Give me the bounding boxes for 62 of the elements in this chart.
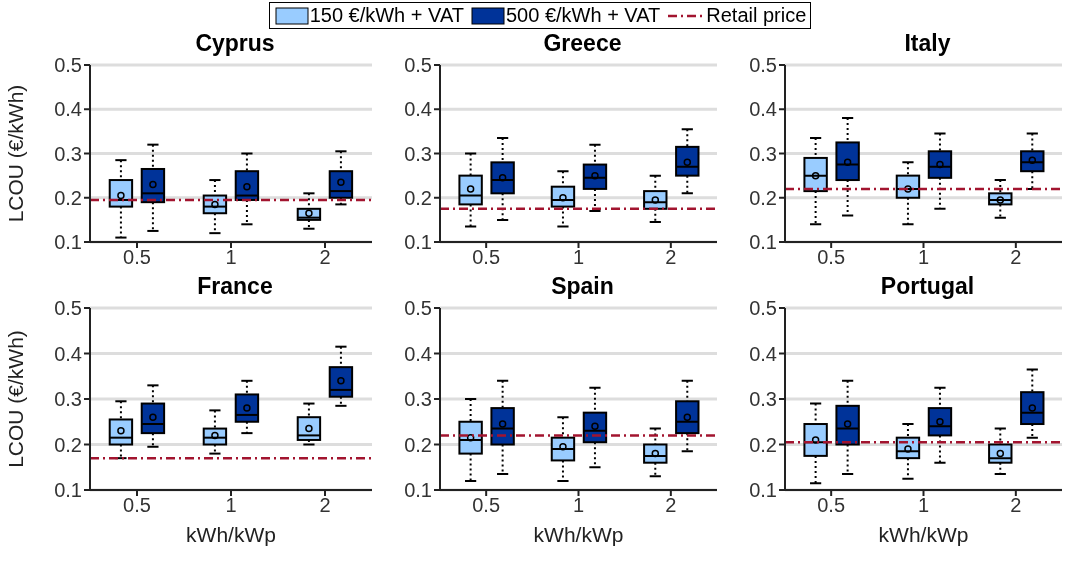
x-tick-label: 2 <box>1010 494 1022 517</box>
x-tick-label: 0.5 <box>472 494 501 517</box>
x-tick-label: 1 <box>225 494 237 517</box>
y-tick-label: 0.5 <box>404 297 432 320</box>
x-axis-title: kWh/kWp <box>878 523 969 546</box>
y-tick-label: 0.1 <box>749 479 777 502</box>
chart-title: Greece <box>543 30 622 56</box>
y-tick-label: 0.2 <box>749 433 777 456</box>
y-tick-label: 0.4 <box>54 342 82 365</box>
y-tick-label: 0.4 <box>749 98 777 121</box>
y-tick-label: 0.2 <box>404 433 432 456</box>
y-tick-label: 0.5 <box>54 297 82 320</box>
x-tick-label: 0.5 <box>123 246 151 269</box>
y-tick-label: 0.3 <box>404 142 432 165</box>
x-tick-label: 0.5 <box>123 494 151 517</box>
x-tick-label: 2 <box>319 246 331 269</box>
x-tick-label: 0.5 <box>472 246 501 269</box>
y-tick-label: 0.1 <box>54 231 82 254</box>
x-axis-title: kWh/kWp <box>533 523 624 546</box>
y-tick-label: 0.4 <box>404 342 432 365</box>
y-tick-label: 0.3 <box>749 142 777 165</box>
legend-label: Retail price <box>706 4 807 27</box>
y-tick-label: 0.5 <box>749 297 777 320</box>
chart-title: Spain <box>551 273 614 299</box>
y-tick-label: 0.3 <box>54 142 82 165</box>
x-tick-label: 1 <box>225 246 237 269</box>
x-tick-label: 1 <box>572 246 585 269</box>
y-tick-label: 0.2 <box>54 433 82 456</box>
chart-title: Italy <box>904 30 951 56</box>
y-tick-label: 0.1 <box>54 479 82 502</box>
y-tick-label: 0.1 <box>404 231 432 254</box>
y-tick-label: 0.5 <box>749 54 777 77</box>
y-tick-label: 0.3 <box>54 388 82 411</box>
x-tick-label: 0.5 <box>817 494 846 517</box>
x-tick-label: 2 <box>319 494 331 517</box>
y-tick-label: 0.3 <box>404 388 432 411</box>
y-tick-label: 0.5 <box>404 54 432 77</box>
legend-label: 500 €/kWh + VAT <box>505 4 661 27</box>
x-tick-label: 2 <box>665 494 677 517</box>
y-tick-label: 0.1 <box>749 231 777 254</box>
y-tick-label: 0.2 <box>54 186 82 209</box>
y-tick-label: 0.4 <box>54 98 82 121</box>
x-tick-label: 2 <box>1010 246 1022 269</box>
y-tick-label: 0.2 <box>749 186 777 209</box>
y-tick-label: 0.1 <box>404 479 432 502</box>
x-tick-label: 0.5 <box>817 246 846 269</box>
x-tick-label: 1 <box>917 246 930 269</box>
chart-title: Cyprus <box>195 30 275 56</box>
x-tick-label: 2 <box>665 246 677 269</box>
y-axis-title: LCOU (€/kWh) <box>4 330 28 468</box>
chart-title: France <box>197 273 273 299</box>
x-tick-label: 1 <box>572 494 585 517</box>
x-tick-label: 1 <box>917 494 930 517</box>
y-tick-label: 0.5 <box>54 54 82 77</box>
x-axis-title: kWh/kWp <box>186 523 276 546</box>
y-axis-title: LCOU (€/kWh) <box>4 84 28 223</box>
y-tick-label: 0.2 <box>404 186 432 209</box>
y-tick-label: 0.4 <box>404 98 432 121</box>
legend-label: 150 €/kWh + VAT <box>309 4 464 27</box>
chart-title: Portugal <box>880 273 975 299</box>
y-tick-label: 0.4 <box>749 342 777 365</box>
y-tick-label: 0.3 <box>749 388 777 411</box>
